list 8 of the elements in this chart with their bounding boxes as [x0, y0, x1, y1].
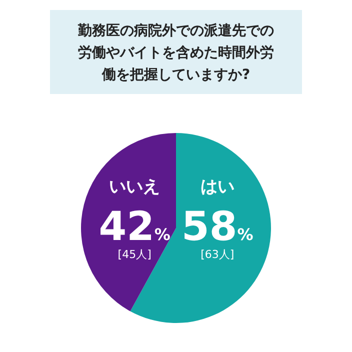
slice-label: いいえ	[109, 177, 160, 197]
data-label: 42%	[98, 204, 170, 250]
chart-title: 勤務医の病院外での派遣先での労働やバイトを含めた時間外労働を把握していますか?	[77, 22, 274, 83]
data-label: 58%	[182, 204, 254, 250]
text: [63人]	[200, 248, 234, 261]
slice-label: はい	[200, 177, 234, 197]
text: [45人]	[118, 248, 152, 261]
pie-slice	[81, 133, 176, 312]
